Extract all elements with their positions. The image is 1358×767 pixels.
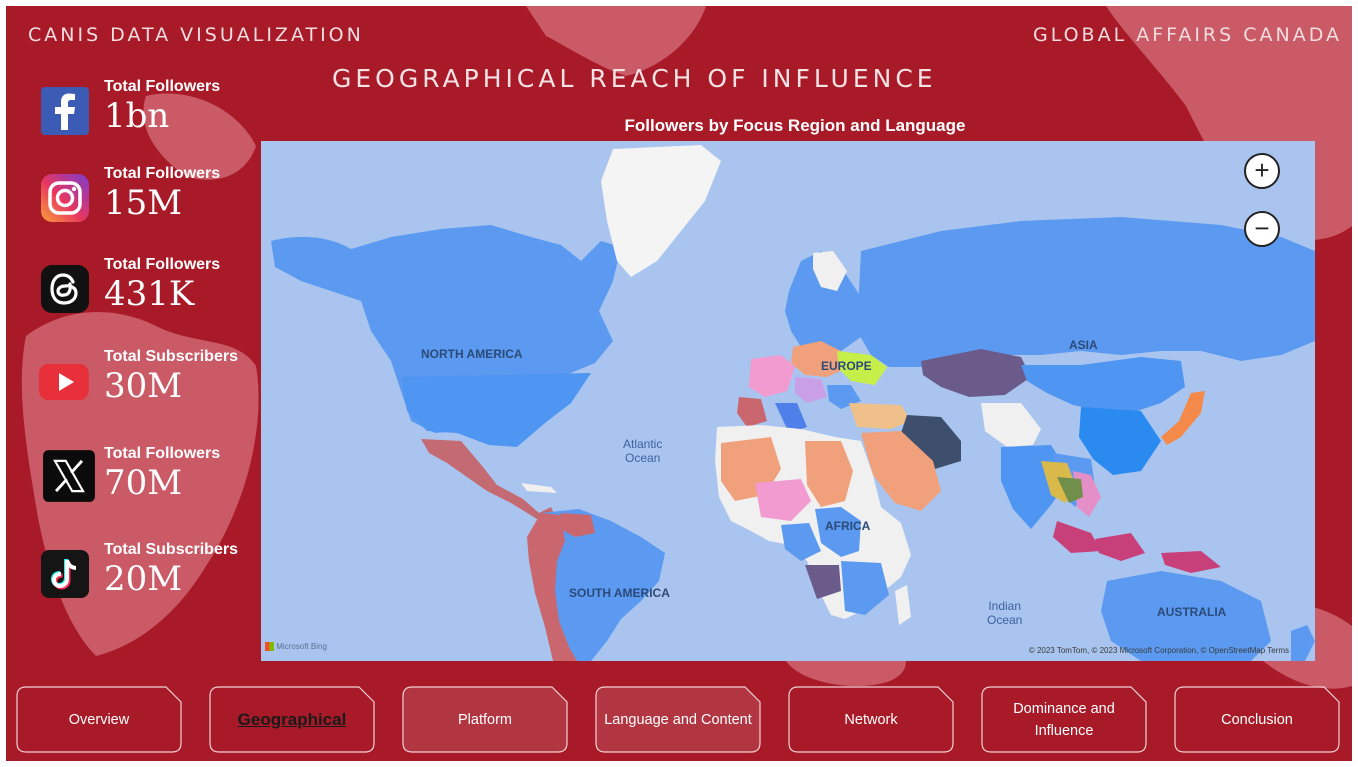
- nav-label: Geographical: [237, 709, 347, 729]
- ocean-label-atlantic: Atlantic Ocean: [623, 437, 662, 465]
- nav-label: Overview: [68, 711, 130, 728]
- world-map[interactable]: NORTH AMERICA SOUTH AMERICA EUROPE AFRIC…: [261, 141, 1315, 661]
- stat-instagram: Total Followers 15M: [40, 165, 270, 245]
- ocean-label-line: Ocean: [625, 451, 661, 465]
- nav-button-language-and-content[interactable]: Language and Content: [595, 686, 761, 753]
- nav-button-shape: [16, 686, 182, 753]
- nav-button-overview[interactable]: Overview: [16, 686, 182, 753]
- nav-label: Dominance and Influence: [1013, 700, 1115, 739]
- stat-value: 70M: [104, 463, 183, 503]
- stat-value: 20M: [104, 559, 183, 599]
- stat-label: Total Followers: [104, 256, 221, 273]
- nav-label: Platform: [458, 711, 512, 728]
- stat-threads: Total Followers 431K: [40, 256, 270, 336]
- stat-label: Total Subscribers: [104, 348, 238, 365]
- nav-button-shape: [981, 686, 1147, 753]
- ocean-label-indian: Indian Ocean: [987, 599, 1022, 627]
- ocean-label-line: Ocean: [987, 613, 1023, 627]
- stat-label: Total Followers: [104, 165, 221, 182]
- region-label-north-america: NORTH AMERICA: [421, 347, 523, 361]
- nav-button-shape: [209, 686, 375, 753]
- nav-button-dominance-and-influence[interactable]: Dominance and Influence: [981, 686, 1147, 753]
- map-provider-name: Microsoft Bing: [276, 641, 327, 651]
- region-label-europe: EUROPE: [821, 359, 872, 373]
- zoom-out-button[interactable]: −: [1244, 211, 1280, 247]
- stat-youtube: Total Subscribers 30M: [39, 348, 270, 428]
- region-label-africa: AFRICA: [825, 519, 871, 533]
- nav-label: Network: [844, 711, 898, 728]
- stat-value: 431K: [104, 274, 195, 314]
- stat-facebook: Total Followers 1bn: [40, 78, 270, 158]
- stat-label: Total Subscribers: [104, 541, 238, 558]
- map-provider-logo: Microsoft Bing: [265, 642, 327, 651]
- nav-button-shape: [402, 686, 568, 753]
- threads-icon: [41, 265, 89, 313]
- facebook-icon: [41, 87, 89, 135]
- map-title: Followers by Focus Region and Language: [624, 116, 966, 135]
- nav-button-platform[interactable]: Platform: [402, 686, 568, 753]
- youtube-icon: [39, 364, 89, 400]
- stat-value: 1bn: [104, 96, 170, 136]
- page-title: Geographical Reach of Influence: [332, 64, 937, 93]
- nav-button-geographical[interactable]: Geographical: [209, 686, 375, 753]
- nav-button-conclusion[interactable]: Conclusion: [1174, 686, 1340, 753]
- region-label-asia: ASIA: [1069, 338, 1098, 352]
- stat-x: Total Followers 70M: [40, 445, 270, 525]
- stat-value: 30M: [104, 366, 183, 406]
- zoom-in-button[interactable]: +: [1244, 153, 1280, 189]
- nav-button-shape: [595, 686, 761, 753]
- nav-label: Language and Content: [604, 711, 752, 728]
- organization-title: Global Affairs Canada: [1032, 24, 1342, 46]
- region-label-australia: AUSTRALIA: [1157, 605, 1227, 619]
- map-attribution[interactable]: © 2023 TomTom, © 2023 Microsoft Corporat…: [1028, 646, 1289, 655]
- x-icon: [43, 450, 95, 502]
- nav-button-shape: [788, 686, 954, 753]
- tiktok-icon: [41, 550, 89, 598]
- stat-value: 15M: [104, 183, 183, 223]
- nav-button-shape: [1174, 686, 1340, 753]
- ocean-label-line: Indian: [988, 599, 1022, 613]
- region-label-south-america: SOUTH AMERICA: [569, 586, 670, 600]
- nav-button-network[interactable]: Network: [788, 686, 954, 753]
- stat-label: Total Followers: [104, 78, 221, 95]
- nav-label: Conclusion: [1221, 711, 1293, 728]
- microsoft-logo-icon: [265, 642, 274, 651]
- map-canvas[interactable]: [261, 141, 1315, 661]
- stat-label: Total Followers: [104, 445, 221, 462]
- dashboard-canvas: Canis Data Visualization Global Affairs …: [6, 6, 1352, 761]
- stat-tiktok: Total Subscribers 20M: [40, 541, 270, 621]
- app-title: Canis Data Visualization: [28, 24, 364, 46]
- ocean-label-line: Atlantic: [623, 437, 663, 451]
- instagram-icon: [41, 174, 89, 222]
